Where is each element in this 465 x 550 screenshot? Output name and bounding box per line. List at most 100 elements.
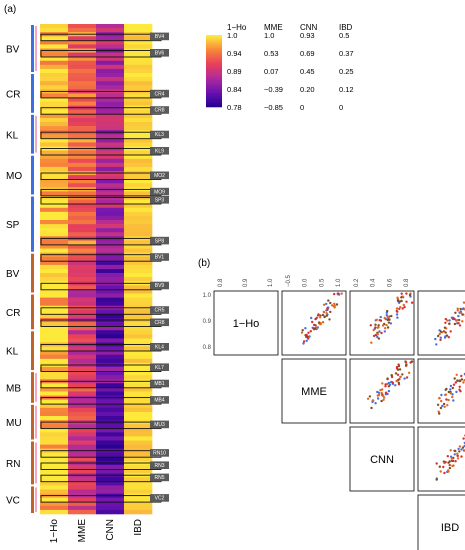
heatmap-cell	[96, 166, 125, 172]
heatmap-cell	[124, 162, 153, 168]
heatmap-cell	[68, 322, 97, 327]
heatmap-cell	[40, 44, 69, 49]
scatter-point	[444, 317, 447, 321]
row-tag-label: MB1	[154, 381, 165, 387]
heatmap-cell	[68, 154, 97, 160]
heatmap-cell	[124, 191, 153, 196]
row-tag-label: KL3	[155, 132, 164, 138]
heatmap-cell	[40, 489, 69, 494]
group-bar	[31, 331, 34, 371]
heatmap-cell	[124, 264, 153, 270]
heatmap-cell	[40, 179, 69, 184]
scatter-point	[368, 395, 372, 398]
heatmap-cell	[96, 444, 125, 449]
row-tag	[150, 253, 169, 261]
scatter-point	[383, 316, 386, 320]
scatter-point	[462, 381, 465, 384]
heatmap-cell	[96, 428, 125, 433]
heatmap-cell	[40, 264, 69, 270]
scatter-point	[315, 316, 318, 319]
scatter-point	[455, 373, 458, 376]
heatmap-cell	[68, 313, 97, 319]
scatter-point	[439, 338, 442, 342]
row-tag-label: MO9	[154, 189, 165, 195]
legend-value: 0	[300, 103, 304, 112]
scatter-point	[381, 324, 385, 327]
heatmap-column-label: 1−Ho	[49, 519, 60, 544]
heatmap-cell	[68, 220, 97, 225]
heatmap-cell	[96, 391, 125, 396]
heatmap-column-label: CNN	[105, 519, 116, 541]
heatmap-cell	[68, 126, 97, 131]
scatter-point	[401, 307, 404, 310]
row-tag-label: BV4	[155, 34, 165, 40]
heatmap-cell	[40, 77, 69, 82]
heatmap-cell	[40, 387, 69, 392]
heatmap-cell	[124, 322, 153, 327]
scatter-point	[462, 301, 465, 304]
scatter-point	[448, 463, 451, 467]
heatmap-cell	[40, 407, 69, 413]
heatmap-cell	[96, 207, 125, 213]
heatmap-cell	[124, 403, 153, 409]
scatter-point	[439, 336, 442, 339]
heatmap-cell	[68, 481, 97, 486]
row-tag	[150, 473, 169, 482]
heatmap-cell	[124, 183, 153, 188]
scatter-point	[385, 323, 388, 327]
heatmap-cell	[40, 113, 69, 119]
heatmap-cell	[68, 399, 97, 405]
heatmap-cell	[124, 122, 153, 127]
heatmap-cell	[40, 403, 69, 409]
heatmap-cell	[96, 28, 125, 33]
heatmap-cell	[68, 85, 97, 90]
scatter-point	[451, 393, 454, 396]
heatmap-cell	[68, 338, 97, 343]
heatmap-cell	[96, 338, 125, 343]
group-label: BV	[6, 45, 20, 56]
heatmap-cell	[40, 260, 69, 266]
heatmap-cell	[40, 207, 69, 213]
heatmap-cell	[124, 203, 153, 209]
heatmap-cell	[96, 77, 125, 82]
variable-label: IBD	[441, 522, 459, 534]
scatter-point	[462, 437, 465, 440]
scatter-point	[408, 293, 412, 297]
heatmap-cell	[124, 456, 153, 462]
heatmap-cell	[68, 285, 97, 290]
scatter-point	[454, 311, 457, 314]
heatmap-cell	[124, 301, 153, 307]
heatmap-cell	[124, 73, 153, 78]
group-bar	[31, 372, 34, 403]
heatmap-cell	[68, 224, 97, 229]
pairs-plot: 1−Ho MME CNN IBD 0.8 0.9 1.0 −0.5 0.0 0.5 1.0 0.2 0.…	[203, 274, 465, 550]
heatmap-cell	[40, 126, 69, 131]
heatmap-cell	[68, 138, 97, 143]
scatter-point	[370, 341, 373, 344]
heatmap-cell	[124, 269, 153, 274]
heatmap-cell	[96, 416, 125, 421]
legend-swatch	[206, 94, 222, 97]
scatter-point	[314, 324, 317, 327]
heatmap-cell	[96, 162, 125, 168]
heatmap-cell	[124, 424, 153, 429]
panel-a-label: (a)	[4, 4, 16, 15]
heatmap-cell	[124, 293, 153, 298]
row-tag	[150, 281, 169, 290]
heatmap-cell	[96, 117, 125, 123]
scatter-point	[372, 328, 375, 332]
heatmap-cell	[40, 358, 69, 364]
heatmap-cell	[68, 40, 97, 45]
heatmap-cell	[124, 452, 153, 458]
heatmap-cell	[96, 101, 125, 106]
row-tag-label: BV6	[155, 51, 165, 57]
heatmap-cell	[68, 191, 97, 196]
heatmap-cell	[124, 444, 153, 449]
heatmap-cell	[124, 158, 153, 164]
heatmap-cell	[68, 416, 97, 421]
heatmap-cell	[40, 269, 69, 274]
row-tag	[150, 187, 169, 196]
group-label: CR	[6, 308, 20, 319]
group-bar-inner	[35, 487, 37, 512]
heatmap-cell	[68, 248, 97, 253]
